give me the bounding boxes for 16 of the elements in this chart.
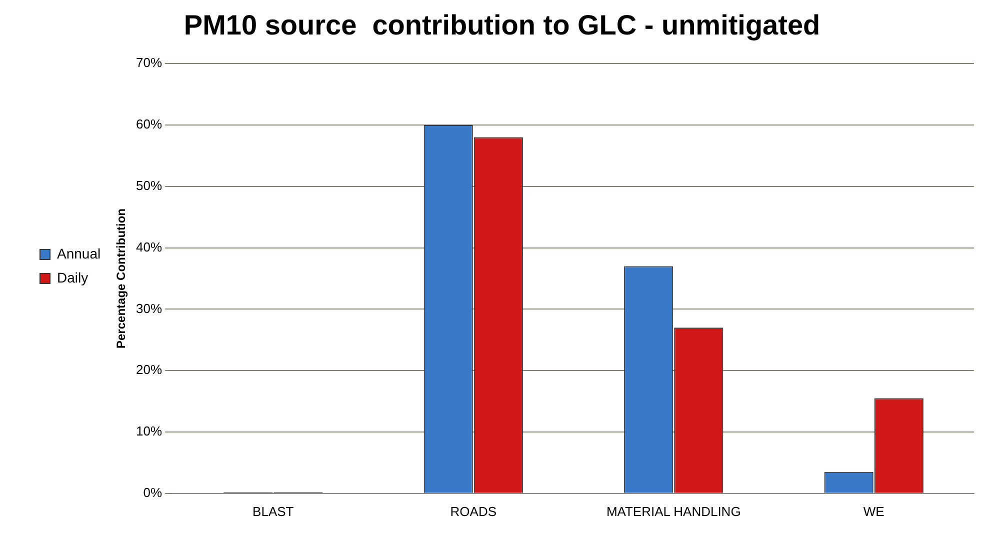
legend-label: Daily xyxy=(57,269,88,286)
x-tick-label: BLAST xyxy=(252,504,294,519)
x-tick-label: WE xyxy=(863,504,885,519)
y-tick-label: 60% xyxy=(136,116,162,132)
y-axis-title: Percentage Contribution xyxy=(114,208,128,349)
x-tick-label: MATERIAL HANDLING xyxy=(606,504,741,519)
chart-title: PM10 source contribution to GLC - unmitigated xyxy=(184,10,820,41)
y-tick-label: 50% xyxy=(136,178,162,193)
y-tick-label: 30% xyxy=(136,300,162,316)
legend-label: Annual xyxy=(57,245,101,262)
y-tick-label: 40% xyxy=(136,239,162,254)
y-tick-label: 20% xyxy=(136,362,162,378)
y-tick-label: 70% xyxy=(136,55,162,70)
y-tick-label: 10% xyxy=(136,424,162,439)
y-tick-label: 0% xyxy=(143,484,162,500)
x-tick-label: ROADS xyxy=(450,504,497,519)
